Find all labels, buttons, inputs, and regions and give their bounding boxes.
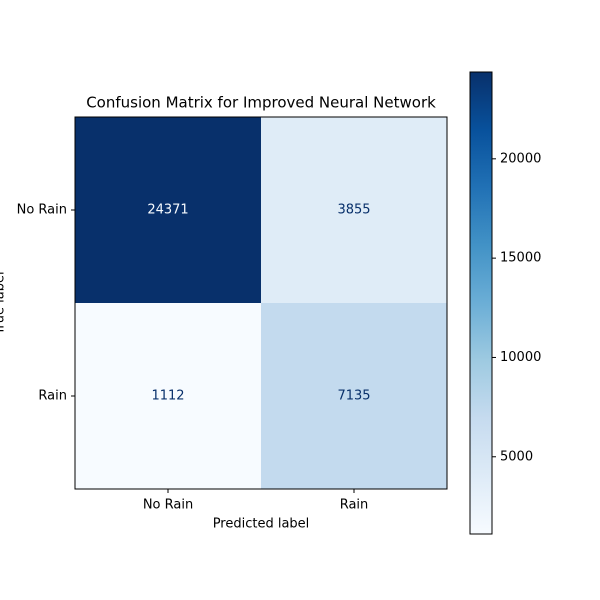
colorbar-tick-label: 20000 — [500, 151, 541, 166]
colorbar-tick-label: 10000 — [500, 350, 541, 365]
x-axis-label: Predicted label — [213, 517, 310, 532]
colorbar-tick-label: 5000 — [500, 449, 533, 464]
heatmap-cell — [75, 117, 261, 303]
plot-frame — [74, 116, 448, 490]
heatmap-cell — [75, 303, 261, 489]
y-tick-label: No Rain — [17, 203, 67, 218]
cell-label: 7135 — [337, 389, 370, 404]
chart-title: Confusion Matrix for Improved Neural Net… — [86, 94, 436, 112]
x-tick-label: No Rain — [143, 498, 193, 513]
cell-label: 3855 — [337, 203, 370, 218]
cell-label: 24371 — [147, 203, 188, 218]
cell-label: 1112 — [151, 389, 184, 404]
x-tick-label: Rain — [340, 498, 369, 513]
y-axis-label: True label — [0, 271, 8, 335]
colorbar-tick-label: 15000 — [500, 251, 541, 266]
heatmap-cell — [261, 303, 447, 489]
colorbar — [469, 71, 493, 535]
y-tick-label: Rain — [38, 389, 67, 404]
heatmap-cell — [261, 117, 447, 303]
